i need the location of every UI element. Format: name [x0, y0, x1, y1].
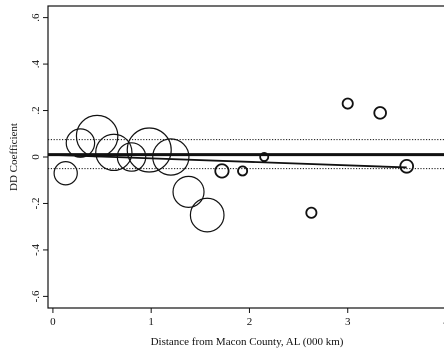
data-point	[214, 163, 230, 179]
x-tick-label: 1	[148, 316, 154, 328]
data-point	[95, 133, 133, 172]
data-point	[172, 175, 205, 208]
x-tick-label: 2	[247, 316, 253, 328]
data-point	[152, 138, 190, 176]
data-point	[65, 128, 96, 158]
data-point	[373, 106, 387, 120]
y-tick-label: .6	[30, 13, 42, 22]
y-tick-label: -.2	[30, 198, 42, 210]
data-point	[341, 97, 354, 110]
x-axis: 01234	[50, 308, 444, 328]
y-axis-label: DD Coefficient	[8, 123, 20, 191]
data-point	[116, 142, 147, 172]
y-tick-label: -.6	[30, 290, 42, 302]
x-tick-label: 3	[345, 316, 351, 328]
x-tick-label: 0	[50, 316, 56, 328]
data-point	[75, 114, 119, 158]
data-point	[237, 165, 249, 177]
data-point	[399, 158, 414, 174]
fit-line-group	[47, 153, 407, 169]
fit-line	[47, 153, 407, 169]
data-point	[259, 152, 270, 162]
y-tick-label: .2	[30, 106, 42, 114]
data-point	[126, 127, 172, 173]
y-tick-label: -.4	[30, 243, 42, 255]
data-point	[189, 197, 225, 233]
data-point	[53, 161, 78, 186]
x-axis-label: Distance from Macon County, AL (000 km)	[151, 336, 344, 348]
data-points	[53, 97, 414, 233]
y-tick-label: .4	[30, 59, 42, 68]
data-point	[305, 206, 318, 219]
y-axis: -.6 -.4 -.2 0 .2 .4 .6	[30, 13, 48, 302]
y-tick-label: 0	[30, 154, 42, 160]
